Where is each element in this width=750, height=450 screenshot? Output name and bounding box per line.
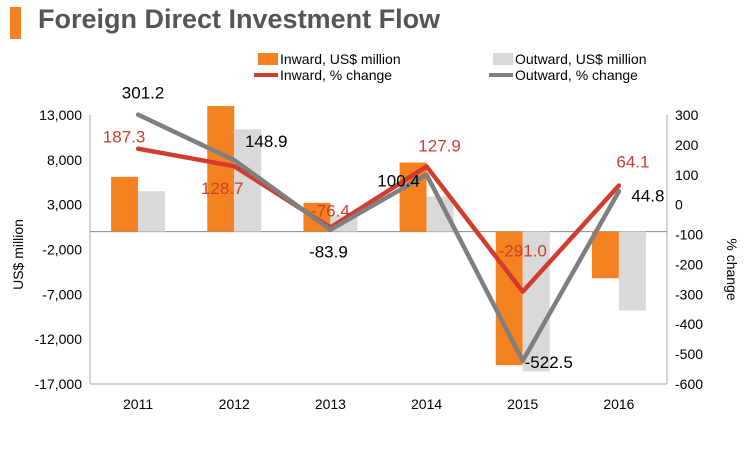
- outward-pct-label: -83.9: [309, 243, 348, 262]
- y-tick-label: -7,000: [42, 286, 82, 302]
- title-accent-bar: [10, 7, 21, 39]
- y2-axis-title: % change: [724, 238, 740, 300]
- inward-pct-label: 128.7: [201, 179, 244, 198]
- x-tick-label: 2011: [123, 396, 153, 412]
- y2-tick-label: -200: [675, 256, 703, 272]
- outward-pct-label: 44.8: [631, 186, 664, 205]
- y-tick-label: 8,000: [47, 152, 82, 168]
- outward-pct-label: 301.2: [122, 84, 165, 103]
- y2-tick-label: 100: [675, 167, 699, 183]
- y-tick-label: 13,000: [39, 107, 82, 123]
- page-title: Foreign Direct Investment Flow: [38, 4, 441, 34]
- y2-tick-label: -100: [675, 227, 703, 243]
- inward-pct-label: -291.0: [499, 242, 547, 261]
- legend-label: Outward, % change: [515, 67, 638, 83]
- y-tick-label: -17,000: [35, 376, 83, 392]
- legend-swatch: [258, 53, 278, 65]
- x-tick-label: 2012: [219, 396, 250, 412]
- y-tick-label: -2,000: [42, 242, 82, 258]
- inward-pct-label: 187.3: [103, 128, 146, 147]
- inward-usd-bar: [207, 106, 235, 232]
- y2-tick-label: 0: [675, 197, 683, 213]
- legend-label: Outward, US$ million: [515, 51, 647, 67]
- outward-pct-label: 148.9: [245, 132, 288, 151]
- outward-usd-bar: [138, 191, 166, 232]
- x-tick-label: 2016: [603, 396, 634, 412]
- outward-pct-line: [135, 112, 622, 364]
- x-tick-label: 2015: [507, 396, 538, 412]
- outward-pct-label: 100.4: [377, 172, 420, 191]
- y-tick-label: -12,000: [35, 331, 83, 347]
- outward-usd-bar: [522, 231, 550, 372]
- legend-swatch: [493, 53, 513, 65]
- inward-usd-bar: [495, 231, 523, 366]
- y2-tick-label: 200: [675, 137, 699, 153]
- outward-pct-label: -522.5: [525, 353, 573, 372]
- y-axis-title: US$ million: [10, 219, 26, 290]
- outward-usd-bar: [618, 231, 646, 311]
- y2-tick-label: -300: [675, 286, 703, 302]
- inward-usd-bar: [591, 231, 619, 279]
- x-tick-label: 2014: [411, 396, 442, 412]
- y2-tick-label: 300: [675, 107, 699, 123]
- legend-label: Inward, US$ million: [280, 51, 401, 67]
- y2-tick-label: -600: [675, 376, 703, 392]
- inward-usd-bar: [111, 176, 139, 232]
- y2-tick-label: -500: [675, 346, 703, 362]
- inward-pct-label: -76.4: [311, 202, 350, 221]
- x-tick-label: 2013: [315, 396, 346, 412]
- y2-tick-label: -400: [675, 316, 703, 332]
- inward-pct-line: [135, 146, 622, 294]
- y-tick-label: 3,000: [47, 197, 82, 213]
- inward-pct-label: 64.1: [616, 153, 649, 172]
- legend-label: Inward, % change: [280, 67, 392, 83]
- inward-pct-label: 127.9: [418, 136, 461, 155]
